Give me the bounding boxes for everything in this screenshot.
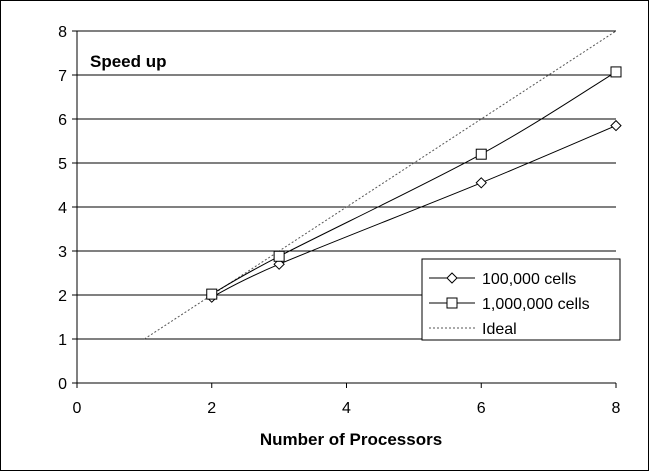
data-point-1-000-000-cells [475,148,487,160]
y-tick-label: 8 [58,24,67,41]
y-tick-label: 5 [58,156,67,173]
x-tick-label: 4 [342,400,351,417]
axes [72,30,617,388]
data-point-100-000-cells [475,177,487,189]
legend-marker-1-000-000-cells [446,297,458,309]
chart-annotation: Speed up [90,52,167,71]
x-tick-label: 6 [477,400,486,417]
legend-label-100-000-cells: 100,000 cells [482,271,576,288]
y-tick-label: 2 [58,288,67,305]
data-point-1-000-000-cells [610,66,622,78]
y-tick-label: 0 [58,376,67,393]
series-line-1-000-000-cells [211,71,617,295]
y-tick-label: 3 [58,244,67,261]
series-line-100-000-cells [211,125,617,298]
legend-label-ideal: Ideal [482,321,517,338]
x-tick-label: 2 [207,400,216,417]
data-point-100-000-cells [610,119,622,132]
y-tick-label: 1 [58,332,67,349]
x-axis-label: Number of Processors [260,430,442,449]
y-tick-label: 4 [58,200,67,217]
x-tick-label: 8 [612,400,621,417]
series-group [144,30,622,340]
legend-marker-100-000-cells [446,272,458,284]
data-point-1-000-000-cells [206,288,218,300]
y-tick-label: 7 [58,68,67,85]
x-tick-labels: 0 2 4 6 8 [73,400,621,417]
y-tick-label: 6 [58,112,67,129]
x-tick-label: 0 [73,400,82,417]
y-tick-labels: 0 1 2 3 4 5 6 7 8 [58,24,67,393]
legend-label-1-000-000-cells: 1,000,000 cells [482,296,590,313]
data-point-1-000-000-cells [273,250,285,262]
legend: 100,000 cells 1,000,000 cells Ideal [421,258,621,341]
